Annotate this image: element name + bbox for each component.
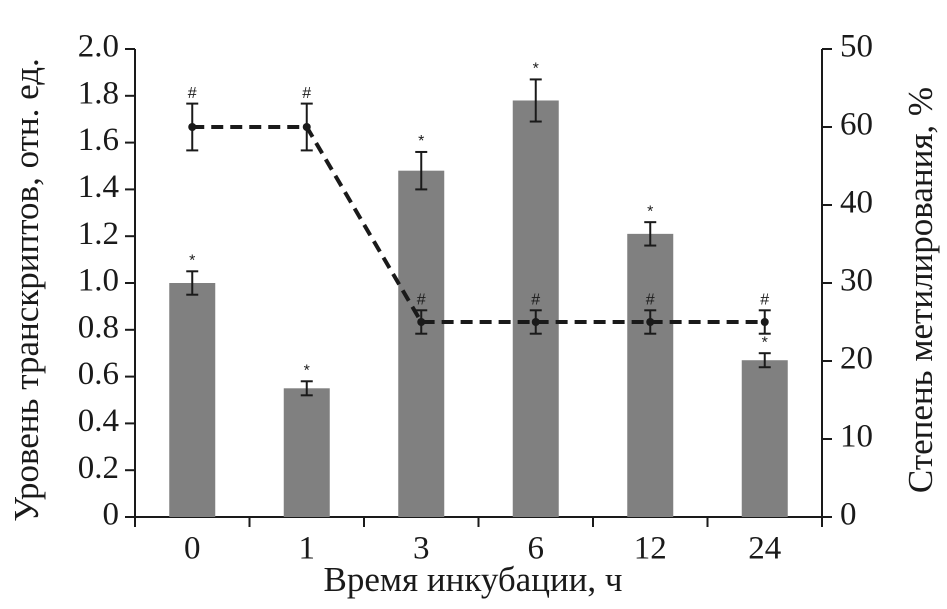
y-tick-label: 0.4 xyxy=(78,403,119,439)
y2-tick-label: 10 xyxy=(840,419,873,455)
bar xyxy=(169,283,216,517)
point xyxy=(760,318,769,326)
bar-marker: * xyxy=(762,334,768,351)
y2-tick-label: 20 xyxy=(840,341,873,377)
y-tick-label: 1.0 xyxy=(78,263,119,299)
point xyxy=(188,123,197,131)
x-tick-label: 1 xyxy=(299,531,316,567)
point-marker: # xyxy=(417,292,426,309)
y2-tick-label: 40 xyxy=(840,185,873,221)
y2-tick-label: 50 xyxy=(840,29,873,65)
point-marker: # xyxy=(302,85,311,102)
y-tick-label: 0 xyxy=(103,497,120,533)
point xyxy=(302,123,311,131)
y-tick-label: 1.2 xyxy=(78,216,119,252)
point xyxy=(646,318,655,326)
x-tick-label: 3 xyxy=(413,531,430,567)
bar-marker: * xyxy=(304,362,310,379)
y-axis-label: Уровень транскриптов, отн. ед. xyxy=(7,58,46,522)
point-marker: # xyxy=(646,292,655,309)
x-tick-label: 6 xyxy=(528,531,545,567)
y-tick-label: 1.8 xyxy=(78,75,119,111)
point xyxy=(531,318,540,326)
bar-marker: * xyxy=(533,61,539,78)
x-axis-label: Время инкубации, ч xyxy=(323,560,622,599)
x-tick-label: 12 xyxy=(634,531,667,567)
bar xyxy=(283,388,330,517)
bar xyxy=(398,170,445,517)
x-tick-label: 0 xyxy=(184,531,201,567)
point xyxy=(417,318,426,326)
y-tick-label: 1.6 xyxy=(78,122,119,158)
y-tick-label: 0.6 xyxy=(78,356,119,392)
point-marker: # xyxy=(531,292,540,309)
y2-axis-label: Степень метилирования, % xyxy=(901,87,940,493)
bar xyxy=(627,233,674,518)
y2-tick-label: 60 xyxy=(840,107,873,143)
point-marker: # xyxy=(188,85,197,102)
y2-tick-label: 30 xyxy=(840,263,873,299)
y2-tick-label: 0 xyxy=(840,497,857,533)
x-tick-label: 24 xyxy=(748,531,781,567)
bar xyxy=(512,100,559,517)
point-marker: # xyxy=(760,292,769,309)
y-tick-label: 2.0 xyxy=(78,29,119,65)
line xyxy=(192,125,765,324)
bar xyxy=(741,360,788,517)
y-tick-label: 0.8 xyxy=(78,309,119,345)
bar-marker: * xyxy=(189,253,195,270)
bar-marker: * xyxy=(418,133,424,150)
y-tick-label: 1.4 xyxy=(78,169,119,205)
bar-marker: * xyxy=(647,203,653,220)
y-tick-label: 0.2 xyxy=(78,450,119,486)
